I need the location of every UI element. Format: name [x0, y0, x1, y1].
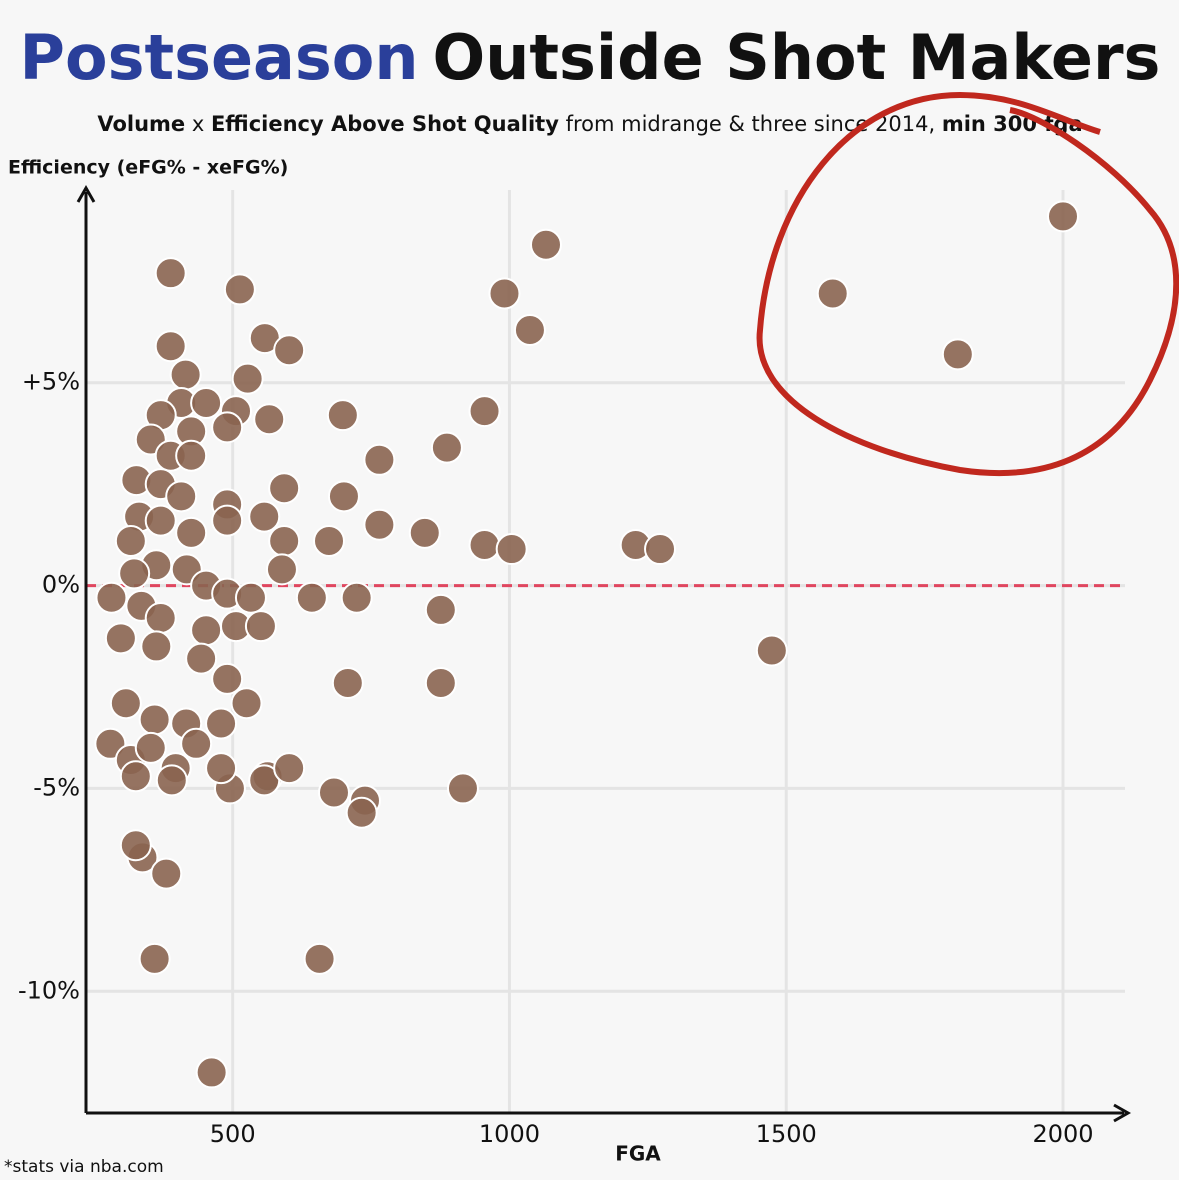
- player-point: [326, 399, 359, 432]
- x-axis-label: FGA: [615, 1142, 661, 1166]
- y-tick-label: 0%: [42, 571, 80, 599]
- player-point: [941, 338, 974, 371]
- player-point: [273, 334, 306, 367]
- player-point: [816, 277, 849, 310]
- player-point: [529, 228, 562, 261]
- player-point: [104, 622, 137, 655]
- player-point: [134, 731, 167, 764]
- player-point: [303, 942, 336, 975]
- x-axis-arrow: [1113, 1103, 1132, 1123]
- player-point: [223, 273, 256, 306]
- player-point: [268, 524, 301, 557]
- y-tick-label: -5%: [33, 773, 80, 801]
- y-axis-label: Efficiency (eFG% - xeFG%): [8, 157, 288, 179]
- player-point: [114, 524, 147, 557]
- player-point: [430, 431, 463, 464]
- player-point: [244, 610, 277, 643]
- player-point: [253, 403, 286, 436]
- player-point: [95, 581, 128, 614]
- player-point: [190, 387, 223, 419]
- player-point: [495, 533, 528, 566]
- player-point: [144, 504, 177, 537]
- player-point: [140, 630, 173, 663]
- x-tick-label: 2000: [1032, 1120, 1093, 1148]
- player-point: [231, 362, 264, 395]
- subtitle: Volume x Efficiency Above Shot Quality f…: [97, 112, 1082, 136]
- player-point: [230, 687, 263, 720]
- player-point: [313, 524, 346, 557]
- player-point: [185, 642, 218, 675]
- player-point: [165, 480, 198, 513]
- player-point: [273, 752, 306, 785]
- x-tick-label: 500: [210, 1120, 256, 1148]
- highlight-circle: [756, 91, 1179, 477]
- player-point: [154, 330, 187, 363]
- player-point: [248, 500, 281, 533]
- player-point: [340, 581, 373, 614]
- y-tick-label: -10%: [18, 976, 80, 1004]
- y-axis-arrow: [76, 184, 96, 203]
- player-point: [363, 508, 396, 541]
- player-point: [144, 602, 177, 635]
- player-point: [211, 662, 244, 695]
- x-tick-label: 1500: [756, 1120, 817, 1148]
- player-point: [154, 257, 187, 290]
- title-part: Postseason: [20, 21, 419, 94]
- player-point: [424, 593, 457, 626]
- player-point: [169, 358, 202, 391]
- player-point: [150, 857, 183, 890]
- player-point: [175, 439, 208, 472]
- player-point: [211, 504, 244, 537]
- player-point: [755, 634, 788, 667]
- player-point: [211, 411, 244, 444]
- player-point: [119, 760, 152, 793]
- player-point: [268, 472, 301, 505]
- player-point: [1047, 200, 1080, 233]
- player-point: [488, 277, 521, 310]
- subtitle-part: Efficiency Above Shot Quality: [211, 112, 559, 136]
- player-point: [644, 533, 677, 566]
- player-point: [180, 727, 213, 760]
- player-point: [205, 707, 238, 740]
- x-tick-label: 1000: [479, 1120, 540, 1148]
- player-point: [468, 395, 501, 428]
- player-point: [317, 776, 350, 809]
- player-point: [424, 666, 457, 699]
- plot: [86, 190, 1125, 1113]
- player-point: [138, 703, 171, 736]
- player-point: [119, 829, 152, 862]
- player-point: [195, 1056, 228, 1089]
- player-point: [175, 516, 208, 549]
- player-point: [327, 480, 360, 513]
- player-point: [190, 614, 223, 647]
- player-point: [155, 764, 188, 797]
- title-part: Outside Shot Makers: [433, 21, 1161, 94]
- player-point: [138, 942, 171, 975]
- player-point: [331, 666, 364, 699]
- player-point: [468, 529, 501, 561]
- player-point: [295, 581, 328, 614]
- player-point: [446, 772, 479, 805]
- y-tick-label: +5%: [22, 368, 80, 396]
- player-point: [265, 553, 298, 586]
- player-point: [234, 581, 267, 614]
- player-point: [109, 687, 142, 720]
- player-point: [205, 752, 238, 785]
- player-point: [363, 443, 396, 476]
- player-point: [118, 557, 151, 590]
- player-point: [345, 796, 378, 829]
- footnote: *stats via nba.com: [4, 1157, 164, 1177]
- chart-title: Postseason Outside Shot Makers: [20, 21, 1161, 94]
- player-point: [408, 516, 441, 549]
- player-point: [513, 313, 546, 346]
- subtitle-part: x: [185, 112, 211, 136]
- subtitle-part: Volume: [97, 112, 185, 136]
